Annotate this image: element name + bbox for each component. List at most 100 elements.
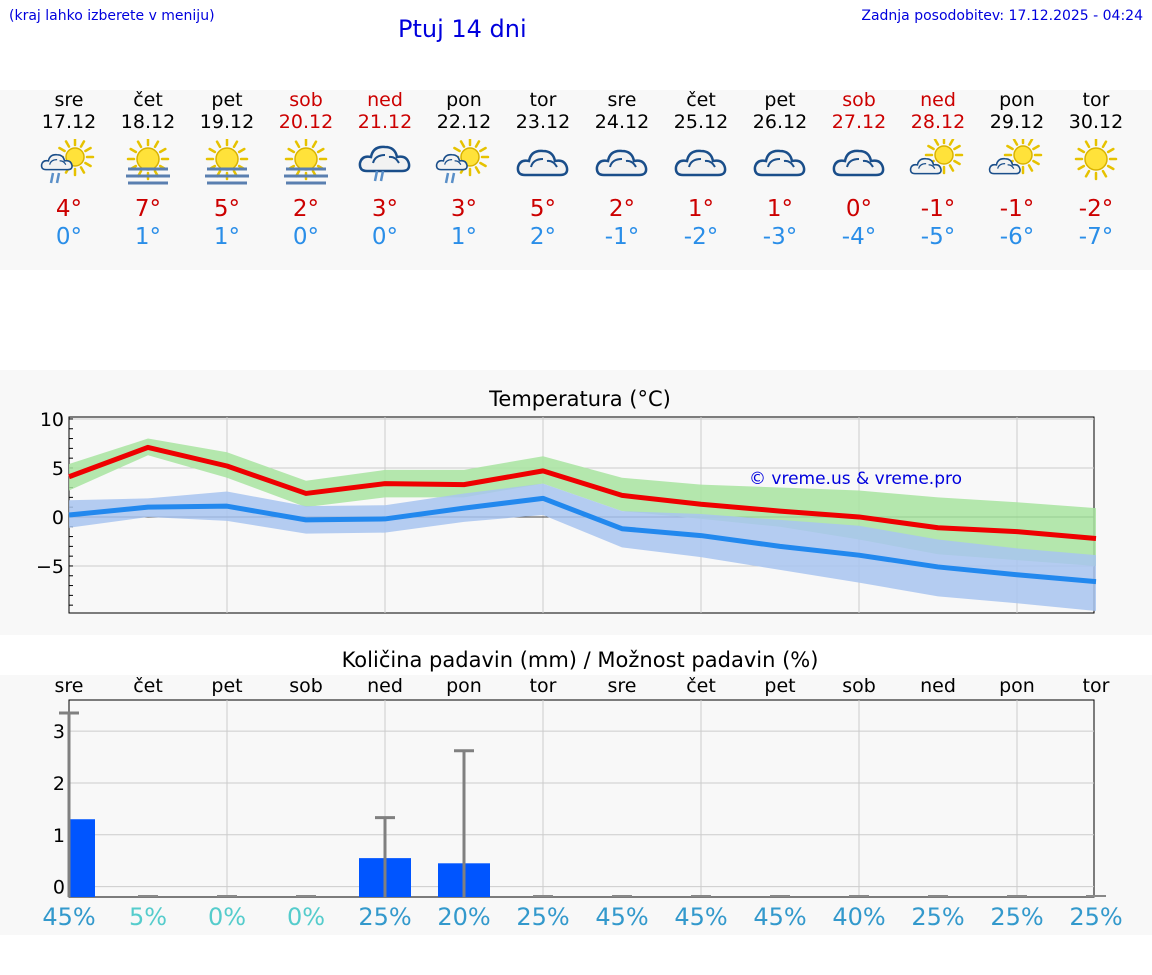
precipitation-probability: 25% [911,903,965,931]
y-tick-label: 3 [53,721,65,743]
day-column: tor 30.12 -2° -7° [1051,89,1141,251]
day-column: pon 29.12 -1° -6° [972,89,1062,251]
category-label: sre [55,675,84,697]
day-column: pet 26.12 1° -3° [735,89,825,251]
min-temperature: 1° [134,224,162,250]
category-label: sob [842,675,876,697]
cloudy-icon [513,139,573,189]
day-date: 18.12 [120,111,176,133]
precipitation-chart: sre čet pet sob ned pon tor sre čet pet sob ned pon t… [53,675,1110,899]
max-temperature: 5° [529,196,557,222]
max-temperature: -1° [920,196,956,222]
max-temperature: 3° [371,196,399,222]
day-date: 28.12 [910,111,966,133]
day-date: 29.12 [989,111,1045,133]
last-update: Zadnja posodobitev: 17.12.2025 - 04:24 [861,8,1143,24]
day-date: 30.12 [1068,111,1124,133]
location-menu-hint: (kraj lahko izberete v meniju) [9,8,215,24]
day-date: 23.12 [515,111,571,133]
min-temperature-line [68,495,1097,585]
day-date: 20.12 [278,111,334,133]
category-label: čet [686,675,716,697]
cloudy-icon [750,139,810,189]
sun-fog-icon [197,139,257,189]
precipitation-probability: 45% [595,903,649,931]
min-temperature-range [69,483,1096,612]
max-temperature: 3° [450,196,478,222]
min-temperature: 2° [529,224,557,250]
max-temperature: 1° [687,196,715,222]
min-temperature: -1° [604,224,640,250]
max-temperature-line [68,444,1097,542]
day-name: ned [367,89,403,111]
day-name: čet [133,89,163,111]
y-tick-label: 10 [40,409,64,431]
day-date: 17.12 [41,111,97,133]
cloudy-icon [671,139,731,189]
category-label: pet [211,675,242,697]
sun-fog-icon [118,139,178,189]
category-label: tor [1083,675,1110,697]
y-tick-label: −5 [36,556,64,578]
min-temperature: -6° [999,224,1035,250]
day-column: sob 20.12 2° 0° [261,89,351,251]
day-name: sob [842,89,876,111]
day-column: sre 24.12 2° -1° [577,89,667,251]
category-label: pon [446,675,482,697]
day-name: sre [54,89,84,111]
y-tick-label: 0 [53,877,65,899]
min-temperature: -5° [920,224,956,250]
min-temperature: -4° [841,224,877,250]
day-column: sob 27.12 0° -4° [814,89,904,251]
category-label: ned [367,675,403,697]
sun-fog-icon [276,139,336,189]
partly-sunny-rain-icon [434,139,494,189]
day-column: ned 28.12 -1° -5° [893,89,983,251]
cloud-rain-icon [355,139,415,189]
day-column: sre 17.12 4° 0° [24,89,114,251]
y-tick-label: 2 [53,773,65,795]
day-column: tor 23.12 5° 2° [498,89,588,251]
day-name: sob [289,89,323,111]
day-name: pet [764,89,796,111]
day-name: tor [1082,89,1110,111]
category-label: pon [999,675,1035,697]
day-column: pon 22.12 3° 1° [419,89,509,251]
max-temperature: 0° [845,196,873,222]
max-temperature: -2° [1078,196,1114,222]
y-tick-label: 0 [52,507,64,529]
day-date: 19.12 [199,111,255,133]
y-tick-label: 1 [53,825,65,847]
y-tick-label: 5 [52,458,64,480]
min-temperature: -7° [1078,224,1114,250]
precipitation-probability: 0% [286,903,326,931]
day-name: sre [607,89,637,111]
precipitation-probability: 5% [128,903,168,931]
min-temperature: 1° [450,224,478,250]
partly-sunny-rain-icon [39,139,99,189]
min-temperature: 0° [55,224,83,250]
min-temperature: 1° [213,224,241,250]
day-column: pet 19.12 5° 1° [182,89,272,251]
category-label: tor [530,675,557,697]
day-name: tor [529,89,557,111]
day-date: 26.12 [752,111,808,133]
watermark: © vreme.us & vreme.pro [749,469,962,489]
precipitation-probability: 45% [674,903,728,931]
category-label: čet [133,675,163,697]
page-title: Ptuj 14 dni [398,15,527,43]
day-name: pon [999,89,1035,111]
temperature-chart: 10 5 0 −5 © vreme.us & vreme.pro [36,409,1097,614]
day-date: 21.12 [357,111,413,133]
precipitation-probability: 25% [1069,903,1123,931]
sunny-icon [1066,139,1126,189]
category-label: ned [920,675,956,697]
precipitation-title: Količina padavin (mm) / Možnost padavin … [341,648,819,672]
max-temperature: 2° [608,196,636,222]
partly-cloudy-icon [987,139,1047,189]
max-temperature: 2° [292,196,320,222]
min-temperature: -2° [683,224,719,250]
day-date: 24.12 [594,111,650,133]
max-temperature: 1° [766,196,794,222]
day-name: pon [446,89,482,111]
